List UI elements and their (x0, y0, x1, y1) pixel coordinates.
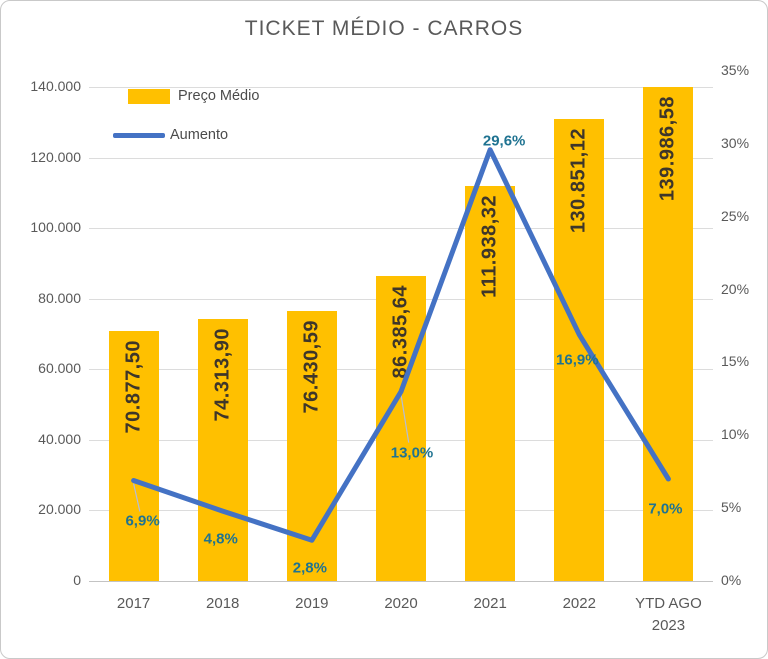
y-axis-tick-label: 0 (73, 572, 81, 588)
line-point-label: 4,8% (203, 530, 238, 548)
y-axis-tick-label: 140.000 (30, 78, 81, 94)
secondary-axis-tick-label: 15% (721, 353, 750, 370)
legend-label: Aumento (170, 127, 229, 143)
aumento-line-chart (131, 147, 671, 543)
secondary-axis-tick-label: 10% (721, 426, 750, 443)
label-leader-line (132, 483, 141, 512)
plot-area: 0 20.000 40.000 60.000 80.000 100.000 120.000 1… (30, 62, 749, 634)
line-point-label: 6,9% (125, 512, 160, 530)
legend-label: Preço Médio (178, 88, 260, 104)
line-point-label: 13,0% (390, 444, 434, 462)
bar-2022: 130.851,12 (554, 119, 605, 581)
secondary-axis-tick-label: 5% (721, 499, 742, 516)
x-axis-label: 2022 (562, 595, 596, 612)
label-leader-line (400, 394, 410, 443)
x-axis-label: YTD AGO 2023 (635, 595, 702, 634)
line-point-label: 29,6% (482, 132, 526, 150)
secondary-axis-tick-label: 0% (721, 572, 742, 588)
secondary-axis-tick-label: 20% (721, 280, 750, 297)
bar-series-swatch-icon (128, 88, 170, 104)
legend: Preço Médio Aumento (113, 85, 259, 163)
x-axis-label: 2020 (384, 595, 418, 612)
gridline (89, 87, 713, 88)
bar-ytd-ago-2023: 139.986,58 (643, 87, 694, 581)
x-axis-label: 2021 (473, 595, 507, 612)
x-axis-label: 2019 (295, 595, 329, 612)
secondary-axis-tick-label: 35% (721, 62, 750, 78)
aumento-line (131, 147, 671, 543)
legend-item-preco-medio: Preço Médio (113, 85, 259, 107)
y-axis-tick-label: 20.000 (38, 501, 81, 518)
gridline (89, 228, 713, 230)
y-axis-tick-label: 40.000 (38, 430, 81, 447)
secondary-axis-tick-label: 25% (721, 207, 750, 224)
x-axis-line (89, 581, 713, 582)
secondary-axis-tick-label: 30% (721, 134, 750, 151)
x-axis-label: 2017 (116, 595, 151, 612)
line-point-label: 16,9% (556, 351, 599, 369)
y-axis-tick-label: 60.000 (38, 360, 81, 377)
legend-item-aumento: Aumento (113, 124, 259, 146)
line-point-label: 7,0% (648, 500, 683, 518)
gridline (89, 157, 713, 159)
bar-2021: 111.938,32 (465, 186, 516, 581)
x-axis-label: 2018 (206, 595, 240, 612)
line-series-swatch-icon (113, 132, 165, 138)
y-axis-tick-label: 80.000 (38, 289, 81, 306)
bar-2017: 70.877,50 (108, 330, 159, 581)
bar-2018: 74.313,90 (197, 318, 248, 581)
bar-2020: 86.385,64 (376, 276, 426, 581)
chart-title: TICKET MÉDIO - CARROS (244, 17, 524, 40)
y-axis-tick-label: 120.000 (30, 148, 81, 165)
line-point-label: 2,8% (292, 559, 327, 577)
y-axis-tick-label: 100.000 (30, 219, 81, 236)
